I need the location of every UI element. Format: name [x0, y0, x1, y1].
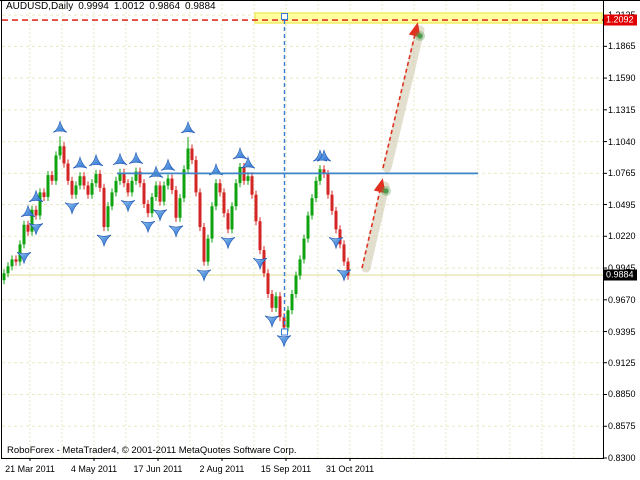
price-tick-label: 0.9945	[608, 263, 636, 274]
forecast-arrowhead-icon	[373, 178, 386, 194]
fractal-up-icon	[72, 156, 88, 169]
fractal-up-icon	[52, 121, 68, 133]
chart-frame	[0, 0, 640, 459]
price-tick-label: 1.0220	[608, 231, 636, 242]
fractal-up-icon	[128, 152, 144, 164]
fractal-down-icon	[140, 220, 156, 233]
fractal-up-icon	[232, 147, 248, 160]
fractal-up-icon	[112, 153, 128, 166]
grid-lines	[2, 0, 603, 459]
price-tick-label: 1.0765	[608, 168, 636, 179]
price-tick-label: 1.1040	[608, 136, 636, 147]
fractal-up-icon	[148, 166, 164, 178]
symbol-period-label: AUDUSD,Daily	[6, 1, 74, 12]
date-tick-label: 15 Sep 2011	[260, 464, 312, 474]
price-tick-label: 0.9670	[608, 294, 636, 305]
quote-close: 0.9884	[185, 1, 216, 12]
fractal-down-icon	[152, 209, 168, 221]
quote-high: 1.0012	[113, 1, 145, 12]
target-zone-band	[254, 12, 603, 24]
price-tick-label: 1.0495	[608, 199, 636, 210]
chart-title: AUDUSD,Daily 0.9994 1.0012 0.9864 0.9884	[6, 1, 221, 12]
price-tick-label: 0.9395	[608, 326, 636, 337]
date-tick-label: 17 Jun 2011	[133, 464, 183, 474]
fractal-up-icon	[88, 154, 104, 167]
price-tick-label: 0.8300	[608, 453, 636, 463]
fractal-down-icon	[276, 335, 292, 347]
date-tick-label: 2 Aug 2011	[199, 464, 245, 474]
date-tick-label: 31 Oct 2011	[325, 464, 375, 474]
forecast-arrows	[361, 22, 425, 273]
axis-tick-marks	[29, 14, 607, 461]
fractal-down-icon	[120, 200, 136, 212]
fractal-up-icon	[180, 121, 196, 134]
fractal-down-icon	[96, 234, 112, 247]
date-tick-label: 4 May 2011	[70, 464, 118, 474]
price-tick-label: 1.1865	[608, 41, 636, 52]
price-tick-label: 1.1315	[608, 104, 636, 115]
price-tick-label: 0.9125	[608, 357, 636, 368]
fractal-up-icon	[160, 159, 176, 171]
copyright-text: RoboForex - MetaTrader4, © 2001-2011 Met…	[7, 445, 297, 456]
price-tick-label: 1.1590	[608, 73, 636, 84]
fractal-down-icon	[264, 315, 280, 328]
quote-open: 0.9994	[78, 1, 109, 12]
target-price-badge: 1.2092	[604, 14, 637, 26]
current-price-badge: 0.9884	[604, 269, 637, 281]
fractal-down-icon	[64, 202, 80, 215]
forecast-arrowhead-icon	[408, 22, 421, 38]
level-lines	[2, 13, 603, 336]
price-tick-label: 0.8850	[608, 389, 636, 400]
price-tick-label: 0.8575	[608, 421, 636, 432]
quote-low: 0.9864	[149, 1, 181, 12]
date-tick-label: 21 Mar 2011	[5, 464, 55, 474]
fractal-down-icon	[168, 225, 184, 238]
fractal-arrow-icons	[16, 121, 352, 347]
fractal-down-icon	[220, 237, 236, 249]
fractal-up-icon	[240, 156, 256, 169]
